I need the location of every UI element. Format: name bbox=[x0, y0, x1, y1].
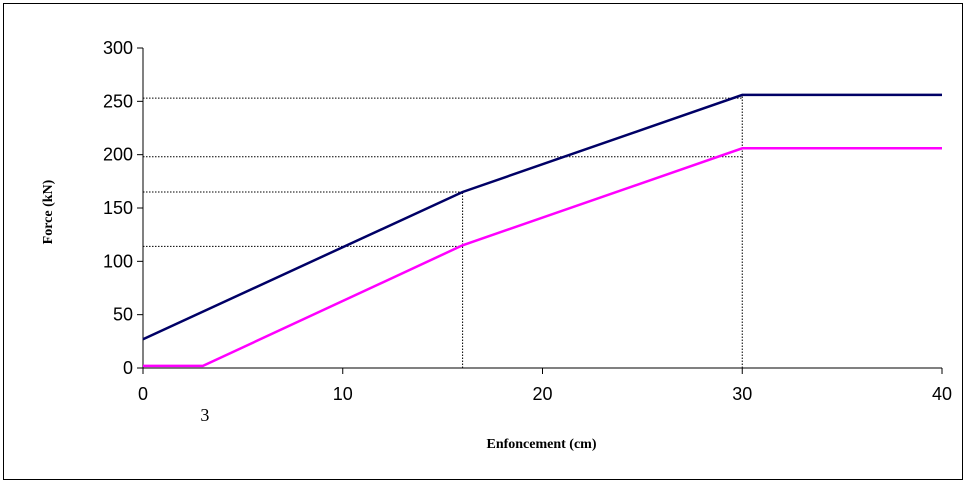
x-tick-label: 10 bbox=[333, 384, 353, 404]
y-tick-label: 50 bbox=[113, 305, 133, 325]
x-tick-label: 40 bbox=[932, 384, 952, 404]
y-tick-label: 300 bbox=[103, 38, 133, 58]
series-line-1 bbox=[142, 93, 942, 341]
y-tick-label: 0 bbox=[123, 358, 133, 378]
y-tick-label: 150 bbox=[103, 198, 133, 218]
ticks: 0 50 100 150 200 250 300 0 10 20 30 40 bbox=[103, 38, 952, 404]
x-tick-label: 20 bbox=[532, 384, 552, 404]
y-tick-label: 200 bbox=[103, 145, 133, 165]
x-tick-label: 0 bbox=[138, 384, 148, 404]
series-line-2 bbox=[143, 147, 942, 368]
y-tick-label: 250 bbox=[103, 91, 133, 111]
y-axis-title: Force (kN) bbox=[41, 179, 56, 244]
series-lines bbox=[142, 93, 942, 368]
x-extra-label: 3 bbox=[200, 405, 209, 425]
x-axis-title: Enfoncement (cm) bbox=[486, 437, 596, 452]
y-tick-label: 100 bbox=[103, 251, 133, 271]
reference-lines bbox=[143, 94, 743, 368]
x-tick-label: 30 bbox=[732, 384, 752, 404]
chart-frame bbox=[3, 3, 963, 480]
